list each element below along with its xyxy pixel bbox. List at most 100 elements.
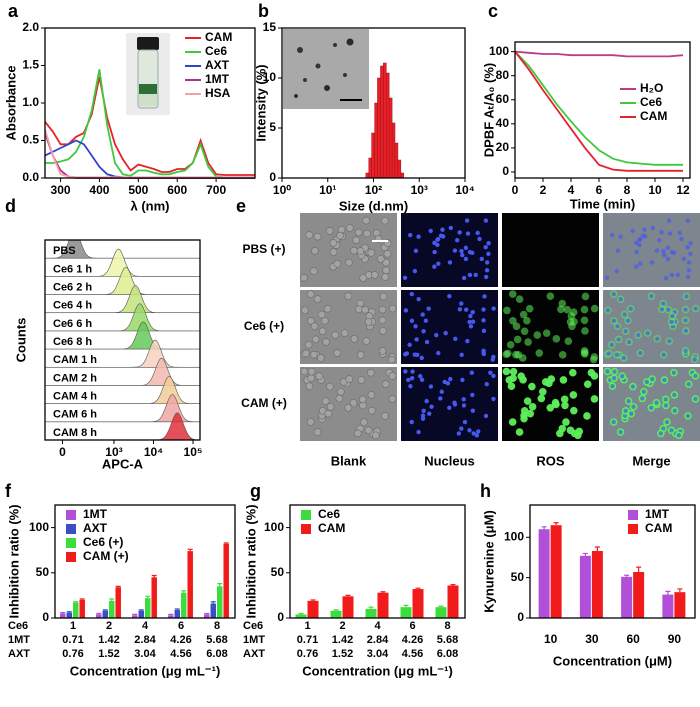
legend-label: Ce6 [318,507,340,521]
nucleus [409,419,414,425]
plot-frame [54,504,236,619]
nucleus [402,275,408,280]
cell [318,327,327,336]
ros-signal [515,295,524,303]
nucleus [406,377,411,383]
nucleus [426,306,431,311]
histogram-bar [383,62,387,179]
nucleus [621,355,626,361]
nucleus [460,377,465,383]
x-tick-label: 0 [512,183,519,197]
nucleus [412,352,418,357]
nucleus [610,383,615,389]
nucleus [615,248,621,254]
ros-signal [547,375,556,383]
histogram-bar [388,97,393,179]
nucleus [612,369,617,374]
y-axis-label: Absorbance [3,65,18,140]
nucleus [693,306,698,311]
cell [362,337,371,345]
bar [187,551,193,618]
legend-label: Ce6 [205,44,227,58]
nucleus [414,337,419,342]
nucleus [661,352,666,358]
x-axis-label: Size (d.nm) [339,198,408,213]
panel-label: g [250,481,261,501]
nucleus [432,249,437,255]
nucleus [665,256,671,262]
nucleus [669,319,674,325]
nucleus [483,245,488,250]
nucleus [461,275,467,281]
bar [342,596,354,618]
nucleus [676,433,682,438]
cell [315,372,323,380]
nucleus [614,268,620,274]
legend-swatch [66,510,76,520]
error-bar [181,590,187,593]
cell [378,305,387,314]
x-tick-label: 10⁰ [273,183,291,197]
cell [324,409,333,418]
nucleus [622,312,627,317]
ros-signal [559,376,568,384]
legend-label: CAM [645,521,672,535]
nucleus [421,329,426,334]
x-tick-label: 6 [596,183,603,197]
cell [323,304,332,313]
ros-signal [583,412,591,420]
nucleus [403,369,408,374]
nucleus [654,400,659,405]
cell [382,266,390,275]
nucleus [634,264,639,269]
error-bar [636,566,642,572]
error-bar [594,546,600,552]
error-bar [151,574,157,578]
x-tick-label: 3.04 [134,648,156,660]
cell [359,274,367,282]
nucleus [619,373,625,379]
nucleus [686,268,692,273]
ros-signal [525,304,534,313]
bar [66,612,72,618]
cell [358,395,367,404]
cell [378,316,387,325]
histogram-bar [365,172,370,179]
y-tick-label: 0 [269,170,276,184]
histogram-bar [368,157,372,179]
ros-signal [569,368,577,377]
nucleus [669,272,675,278]
bar [447,585,459,618]
y-tick-label: 0 [502,164,509,178]
bar [109,600,115,618]
nucleus [483,218,489,223]
bar [60,613,66,618]
cell [362,216,370,225]
nucleus [630,384,636,389]
x-tick-label: 12 [676,183,690,197]
x-tick-label: 90 [668,632,682,646]
x-tick-label: 10 [648,183,662,197]
nucleus [432,264,437,269]
ros-signal [506,340,515,349]
cell [350,335,359,343]
distribution [45,357,200,386]
ros-signal [509,374,517,382]
y-tick-label: 100 [29,520,49,534]
y-tick-label: 0 [277,610,284,624]
distribution [45,303,200,332]
cell [305,382,314,390]
vial-inset [126,33,170,115]
nucleus [672,408,678,413]
x-tick-label: 4.56 [170,648,191,660]
cell [346,224,354,232]
nucleus [623,329,628,334]
nucleus [491,306,496,311]
cell [354,429,362,438]
ros-signal [557,305,565,314]
nucleus [634,240,639,246]
nucleus [644,379,649,385]
nucleus [435,237,440,242]
y-tick-label: 0 [42,610,49,624]
error-bar [438,605,444,608]
